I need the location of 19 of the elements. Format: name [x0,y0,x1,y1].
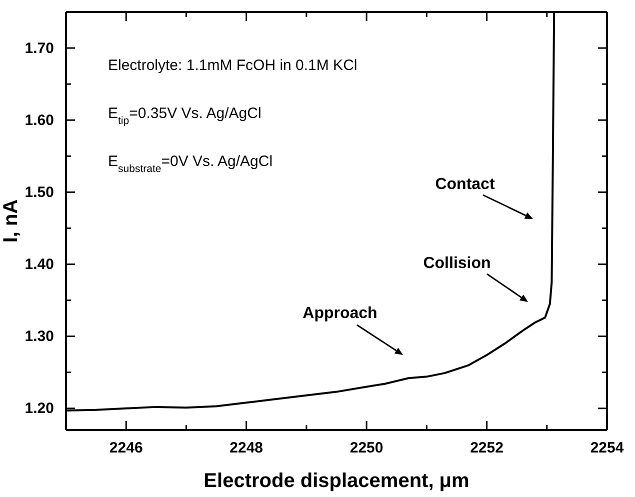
annotation: E$_{substrate}$=0V Vs. Ag/AgCl [108,153,273,175]
x-axis-title: Electrode displacement, μm [204,470,470,492]
x-tick-label: 2254 [590,440,624,457]
x-tick-label: 2248 [230,440,264,457]
annotation: Contact [435,176,496,193]
y-tick-label: 1.70 [24,40,54,57]
y-tick-label: 1.40 [24,256,54,274]
annotation: Electrolyte: 1.1mM FcOH in 0.1M KCl [108,57,358,74]
y-tick-label: 1.60 [24,112,54,129]
y-tick-label: 1.50 [24,184,54,201]
x-tick-label: 2250 [350,440,384,457]
y-axis-title: I, nA [0,199,22,243]
y-tick-label: 1.20 [24,400,54,418]
annotation: Collision [423,255,491,272]
annotation: Approach [302,305,378,322]
annotation: E$_{tip}$=0.35V Vs. Ag/AgCl [108,105,262,127]
y-tick-label: 1.30 [24,328,54,346]
x-tick-label: 2246 [109,440,143,457]
x-tick-label: 2252 [470,440,504,457]
